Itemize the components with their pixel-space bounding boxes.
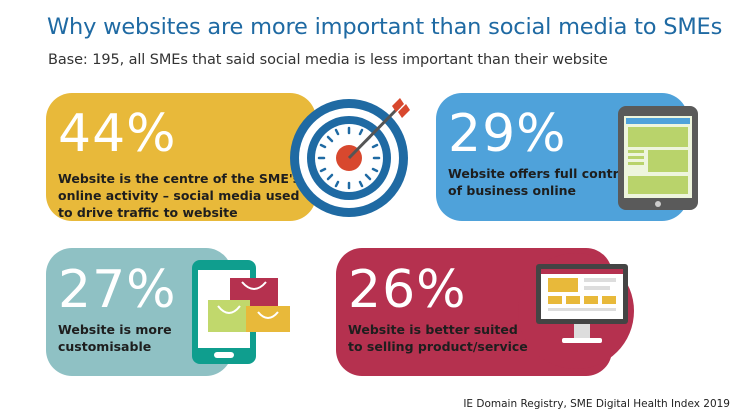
stat-description-4: Website is better suited to selling prod…: [348, 321, 528, 355]
stat-description-1-line-1: Website is the centre of the SME's: [58, 171, 301, 186]
stat-value-3: 27%: [58, 260, 177, 320]
stat-description-1: Website is the centre of the SME's onlin…: [58, 170, 300, 221]
monitor-icon: [536, 264, 628, 343]
stat-description-2-line-1: Website offers full control: [448, 166, 632, 181]
stat-description-1-line-3: to drive traffic to website: [58, 205, 238, 220]
stat-description-2: Website offers full control of business …: [448, 165, 632, 199]
stat-description-3-line-1: Website is more: [58, 322, 172, 337]
stat-description-3: Website is more customisable: [58, 321, 172, 355]
page-subtitle: Base: 195, all SMEs that said social med…: [48, 52, 608, 68]
target-icon: [290, 98, 410, 217]
tablet-icon: [618, 106, 698, 210]
stat-value-2: 29%: [448, 104, 567, 164]
stat-card-1: [46, 93, 316, 221]
stat-description-1-line-2: online activity – social media used: [58, 188, 300, 203]
stat-value-1: 44%: [58, 104, 177, 164]
source-note: IE Domain Registry, SME Digital Health I…: [463, 398, 730, 410]
page-title: Why websites are more important than soc…: [47, 14, 723, 40]
stat-description-4-line-2: to selling product/service: [348, 339, 528, 354]
stat-value-4: 26%: [348, 260, 467, 320]
phone-shopping-icon: [192, 260, 290, 364]
stat-description-4-line-1: Website is better suited: [348, 322, 518, 337]
stat-description-2-line-2: of business online: [448, 183, 576, 198]
stat-description-3-line-2: customisable: [58, 339, 152, 354]
